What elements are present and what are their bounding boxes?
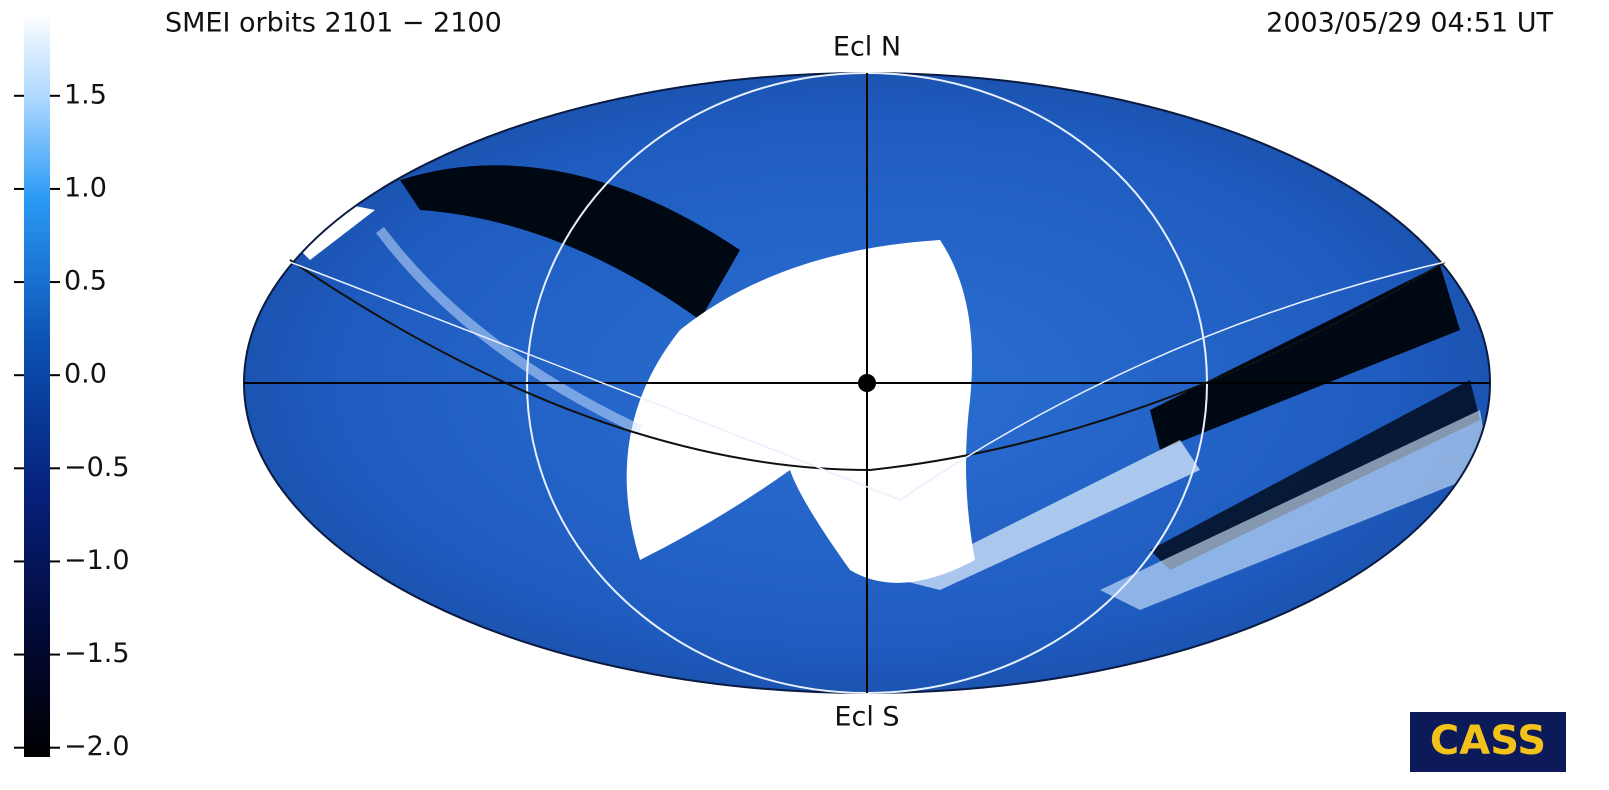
sun-marker	[858, 374, 876, 392]
colorbar	[24, 12, 50, 757]
colorbar-tick-label: −1.0	[64, 545, 130, 576]
colorbar-tick-label: 1.5	[64, 79, 107, 110]
colorbar-tick-label: 0.5	[64, 266, 107, 297]
colorbar-tick-label: 0.0	[64, 359, 107, 390]
skymap-figure: 1.5 1.0 0.5 0.0 −0.5 −1.0 −1.5 −2.0 SMEI orbits…	[0, 0, 1609, 790]
colorbar-tick-label: −0.5	[64, 452, 130, 483]
colorbar-tick-label: −1.5	[64, 638, 130, 669]
colorbar-tick-label: −2.0	[64, 731, 130, 762]
title: SMEI orbits 2101 − 2100	[165, 8, 502, 39]
timestamp: 2003/05/29 04:51 UT	[1266, 8, 1553, 39]
logo-text: CASS	[1430, 718, 1546, 764]
colorbar-tick-label: 1.0	[64, 172, 107, 203]
north-label: Ecl N	[833, 32, 901, 63]
south-label: Ecl S	[834, 702, 899, 733]
